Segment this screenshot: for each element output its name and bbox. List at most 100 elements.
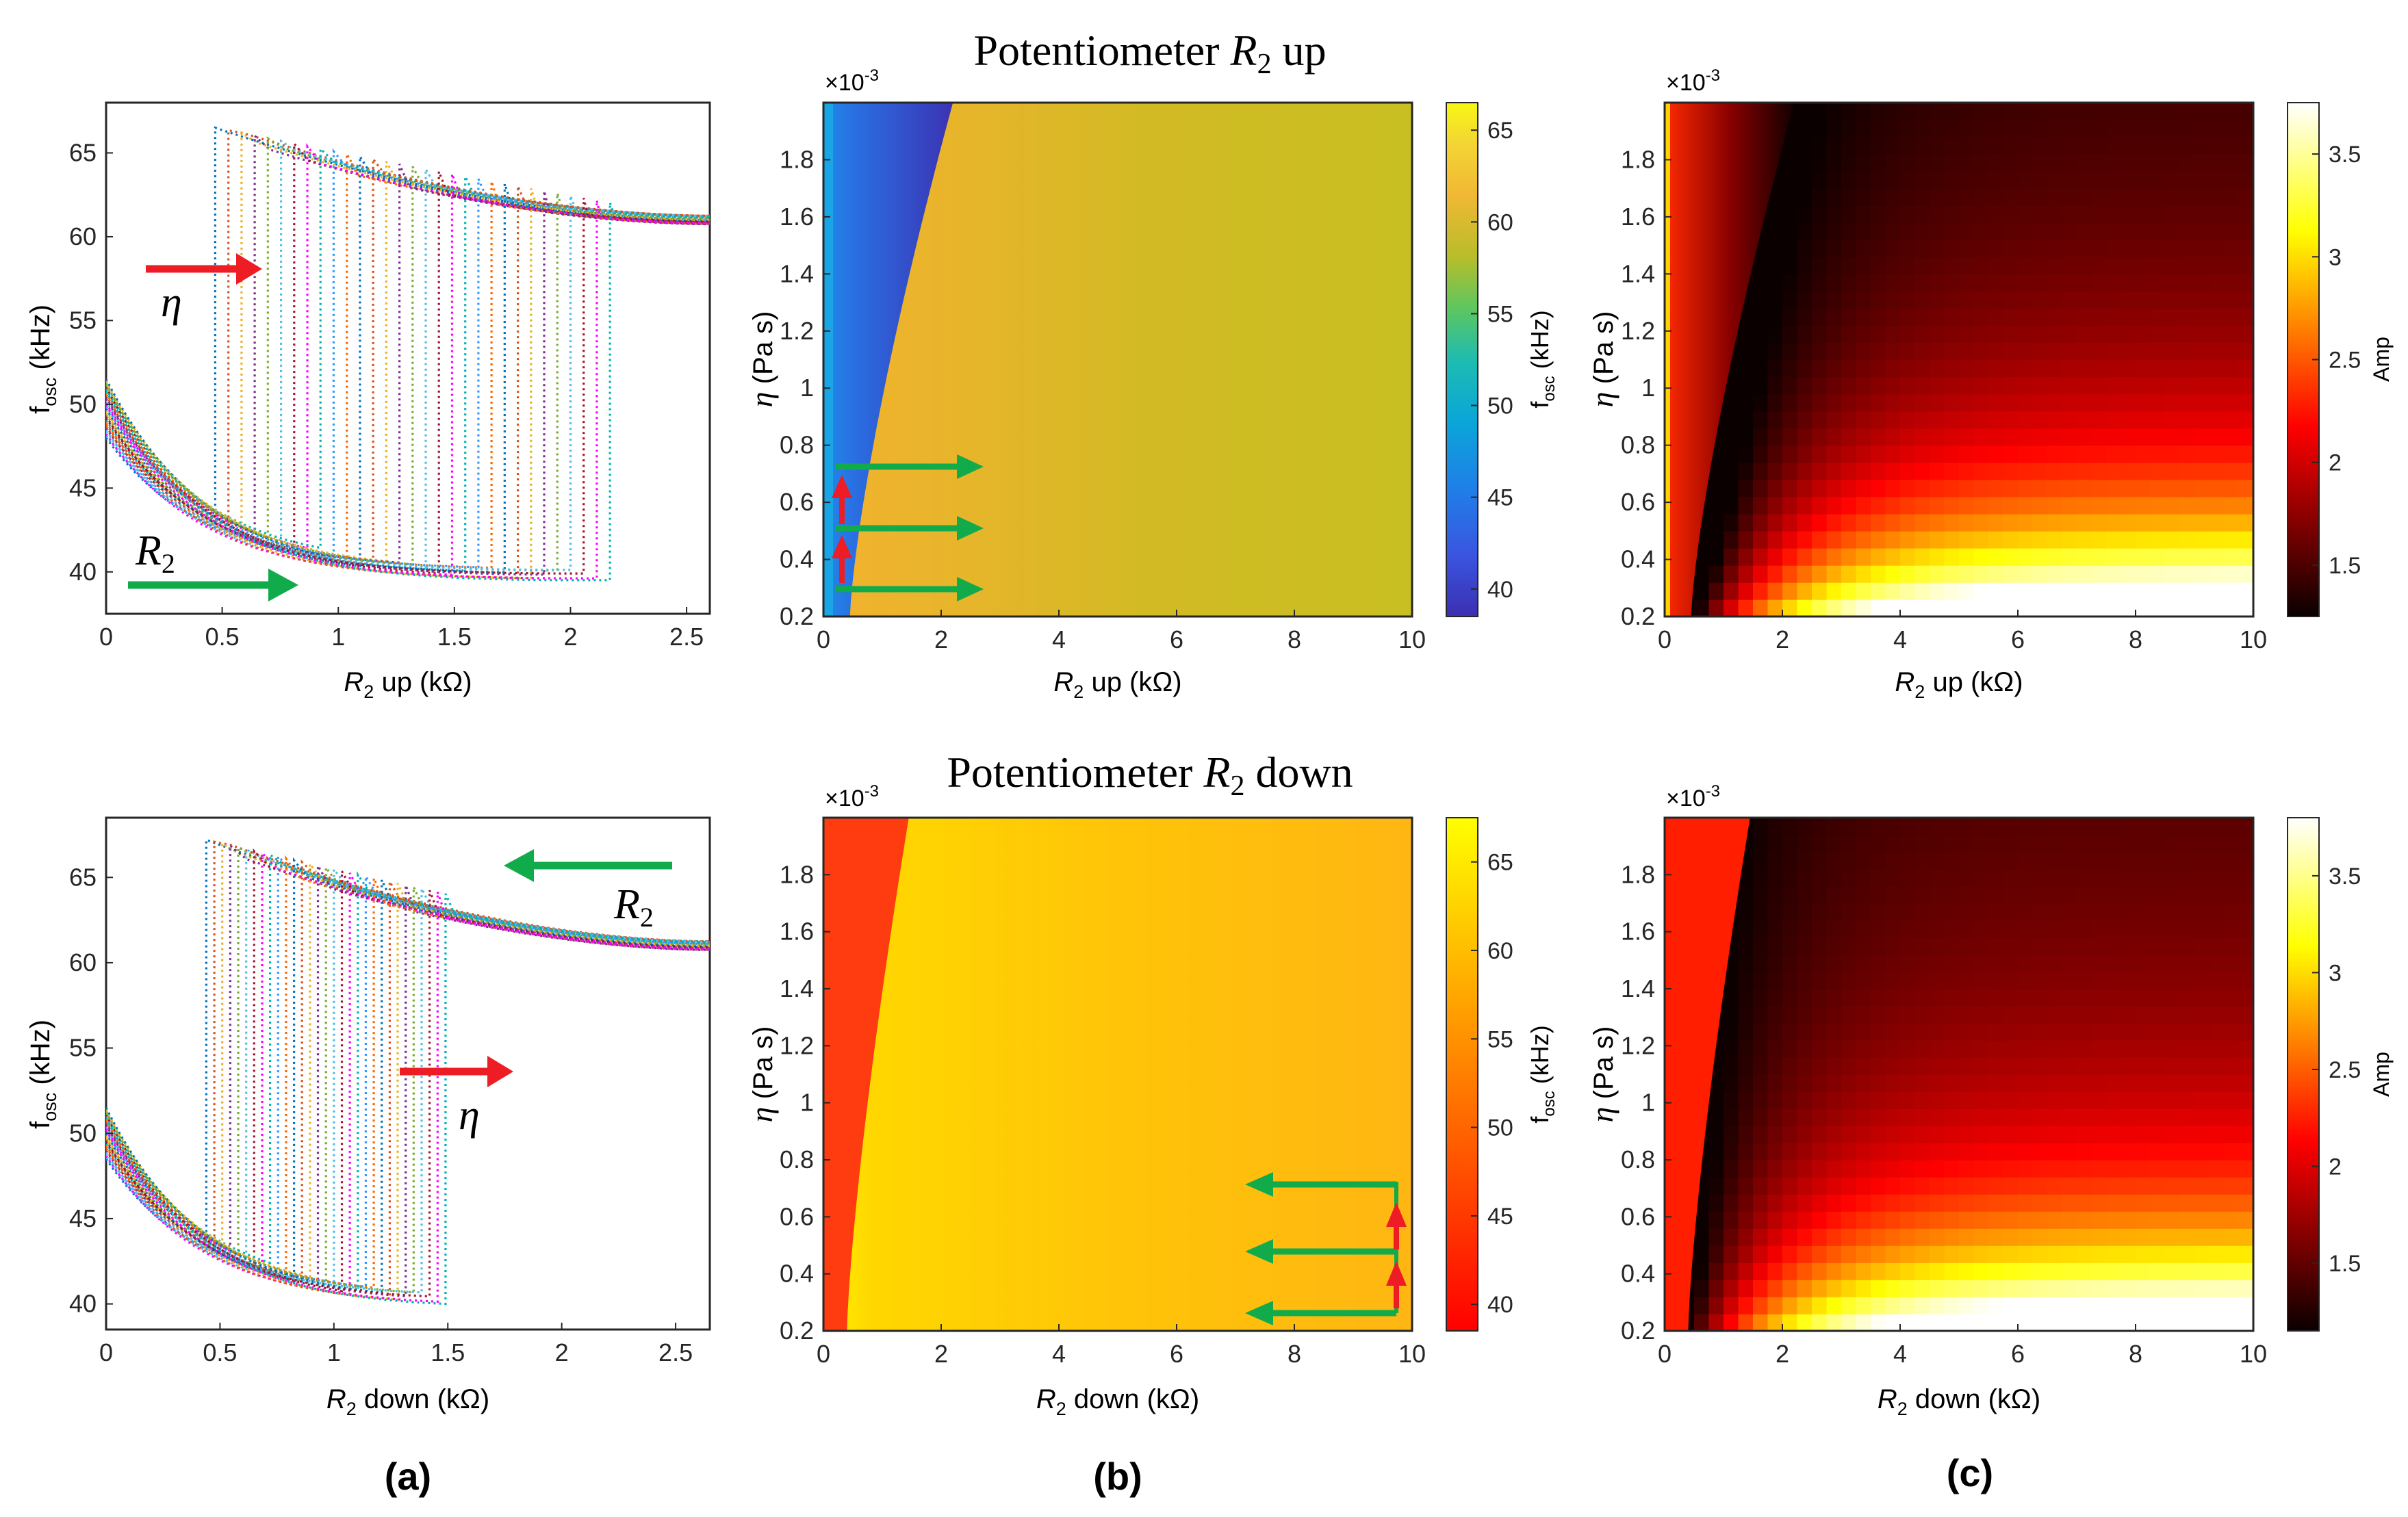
heatmap-cell [1812,513,1828,532]
heatmap-cell [2224,342,2240,361]
heatmap-cell [2179,376,2195,395]
heatmap-cell [2003,154,2019,172]
heatmap-cell [1988,445,2004,463]
heatmap-cell [1826,1040,1842,1058]
heatmap-cell [2077,1108,2092,1126]
heatmap-cell [1930,1194,1945,1212]
heatmap-cell [1959,582,1975,600]
heatmap-cell [2150,1228,2166,1246]
heatmap-cell [1738,886,1754,904]
heatmap-cell [1724,479,1739,497]
heatmap-cell [2224,393,2240,412]
heatmap-cell [1944,445,1960,463]
heatmap-cell [1782,1040,1798,1058]
heatmap-cell [2121,154,2136,172]
heatmap-cell [1988,972,2004,989]
heatmap-cell [2018,1126,2034,1143]
heatmap-cell [1885,462,1901,480]
heatmap-cell [2077,530,2092,549]
heatmap-cell [1914,955,1930,972]
heatmap-cell [2047,1074,2063,1092]
heatmap-cell [1871,955,1886,972]
heatmap-cell [1930,1211,1945,1229]
heatmap-cell [2018,1091,2034,1109]
heatmap-cell [2194,852,2210,870]
heatmap-cell [2150,462,2166,480]
heatmap-cell [1797,1280,1813,1297]
heatmap-cell [2238,1211,2253,1229]
heatmap-cell [2062,1245,2077,1263]
heatmap-cell [2224,239,2240,258]
heatmap-cell [1959,565,1975,583]
heatmap-cell [1812,1314,1828,1331]
x-tick-label: 8 [2129,1340,2142,1368]
heatmap-cell [2179,171,2195,189]
heatmap-cell [2091,1143,2107,1161]
heatmap-cell [1856,582,1871,600]
heatmap-cell [1944,1074,1960,1092]
heatmap-low-branch [823,818,909,1331]
heatmap-cell [2003,359,2019,378]
heatmap-cell [1930,359,1945,378]
heatmap-cell [2106,1177,2122,1195]
heatmap-cell [1988,1245,2004,1263]
heatmap-cell [1973,1126,1989,1143]
colorbar-tick-label: 45 [1487,1204,1513,1230]
heatmap-cell [2209,393,2225,412]
panel-label-c: (c) [1947,1451,1993,1494]
heatmap-cell [1856,479,1871,497]
heatmap-cell [1782,1108,1798,1126]
colorbar-tick-label: 50 [1487,1115,1513,1141]
heatmap-cell [2209,1091,2225,1109]
heatmap-cell [2209,291,2225,309]
heatmap-cell [2238,1314,2253,1331]
heatmap-cell [1885,1143,1901,1161]
heatmap-cell [1841,1194,1857,1212]
heatmap-cell [2136,222,2151,240]
heatmap-cell [1767,582,1783,600]
heatmap-cell [2032,530,2048,549]
heatmap-cell [1930,496,1945,515]
heatmap-cell [2077,1091,2092,1109]
heatmap-cell [1708,1297,1724,1314]
heatmap-cell [2150,103,2166,120]
heatmap-cell [1930,852,1945,870]
heatmap-cell [2224,1057,2240,1075]
heatmap-cell [2106,393,2122,412]
heatmap-cell [1826,188,1842,206]
heatmap-cell [1708,496,1724,515]
heatmap-cell [1959,359,1975,378]
heatmap-cell [1988,599,2004,617]
heatmap-cell [2106,1211,2122,1229]
heatmap-cell [1841,205,1857,223]
heatmap-cell [2018,955,2034,972]
heatmap-cell [2136,205,2151,223]
heatmap-cell [2106,171,2122,189]
heatmap-cell [1959,496,1975,515]
heatmap-cell [1856,359,1871,378]
heatmap-cell [2209,188,2225,206]
heatmap-cell [1914,1245,1930,1263]
heatmap-cell [1944,376,1960,395]
heatmap-cell [1782,462,1798,480]
heatmap-cell [1797,972,1813,989]
heatmap-cell [2224,1040,2240,1058]
heatmap-cell [1959,428,1975,446]
heatmap-cell [2106,188,2122,206]
heatmap-cell [1944,239,1960,258]
y-exponent: ×10-3 [825,66,879,96]
heatmap-cell [1944,1108,1960,1126]
heatmap-cell [1708,547,1724,566]
heatmap-cell [1973,513,1989,532]
heatmap-cell [1914,376,1930,395]
heatmap-cell [2224,1177,2240,1195]
heatmap-cell [1988,989,2004,1007]
heatmap-cell [2032,496,2048,515]
heatmap-cell [2091,920,2107,938]
heatmap-cell [2003,428,2019,446]
heatmap-cell [2032,1108,2048,1126]
heatmap-cell [1724,582,1739,600]
heatmap-cell [1930,154,1945,172]
heatmap-cell [2106,852,2122,870]
heatmap-cell [2091,462,2107,480]
